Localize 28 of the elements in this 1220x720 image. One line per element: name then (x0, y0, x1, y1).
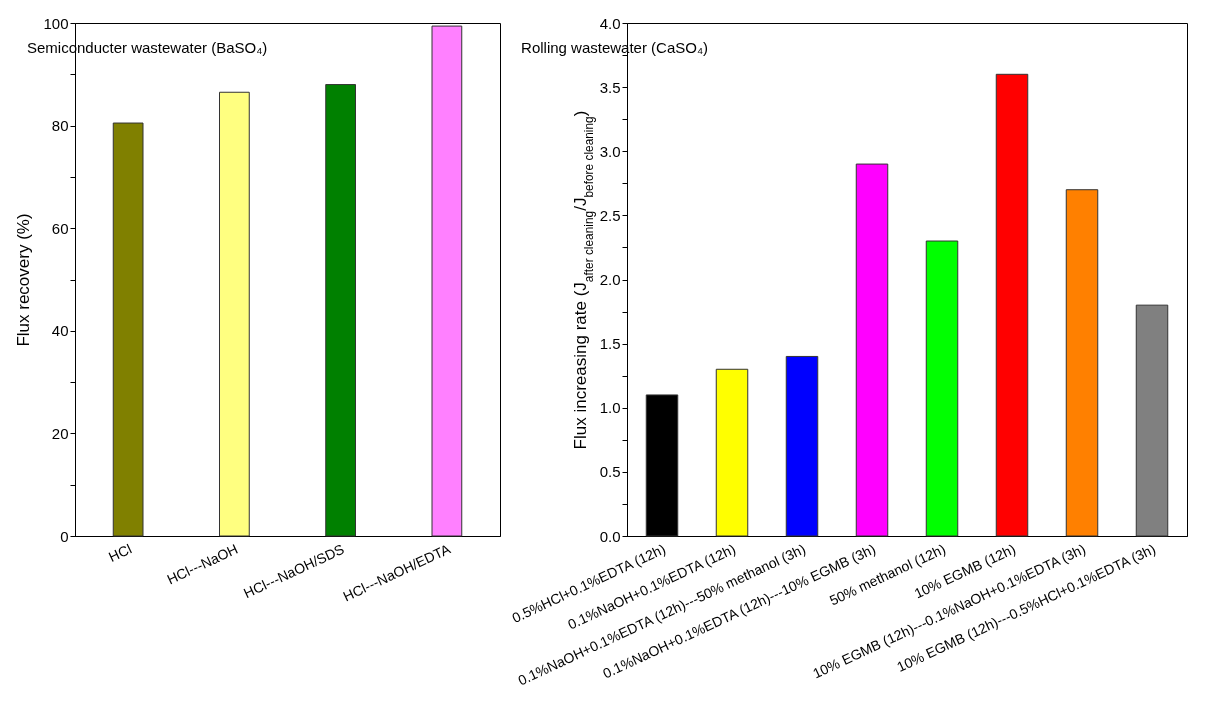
bar (925, 240, 959, 537)
bar (1135, 304, 1169, 537)
y-tick-label: 100 (43, 14, 69, 32)
y-tick-label: 60 (51, 219, 69, 237)
y-tick-label: 2.5 (599, 206, 621, 224)
y-tick-label: 80 (51, 117, 69, 135)
bar (219, 91, 250, 537)
y-tick-label: 3.5 (599, 78, 621, 96)
y-tick-label: 20 (51, 424, 69, 442)
y-tick-label: 0.0 (599, 527, 621, 545)
bar (112, 122, 144, 537)
y-tick-label: 0.5 (599, 463, 621, 481)
y-axis-title: Flux recovery (%) (14, 213, 34, 347)
bar (785, 355, 819, 537)
bar (325, 84, 356, 537)
y-tick-label: 3.0 (599, 142, 621, 160)
y-tick-label: 4.0 (599, 14, 621, 32)
y-tick-label: 40 (51, 322, 69, 340)
x-tick-label: HCl (106, 540, 135, 566)
y-tick-label: 1.0 (599, 399, 621, 417)
bar (1065, 189, 1099, 537)
y-tick-label: 0 (60, 527, 69, 545)
bar (995, 73, 1029, 537)
y-tick-label: 1.5 (599, 335, 621, 353)
bar (855, 163, 889, 537)
bar (431, 25, 463, 537)
y-tick-label: 2.0 (599, 271, 621, 288)
bar (715, 368, 749, 537)
